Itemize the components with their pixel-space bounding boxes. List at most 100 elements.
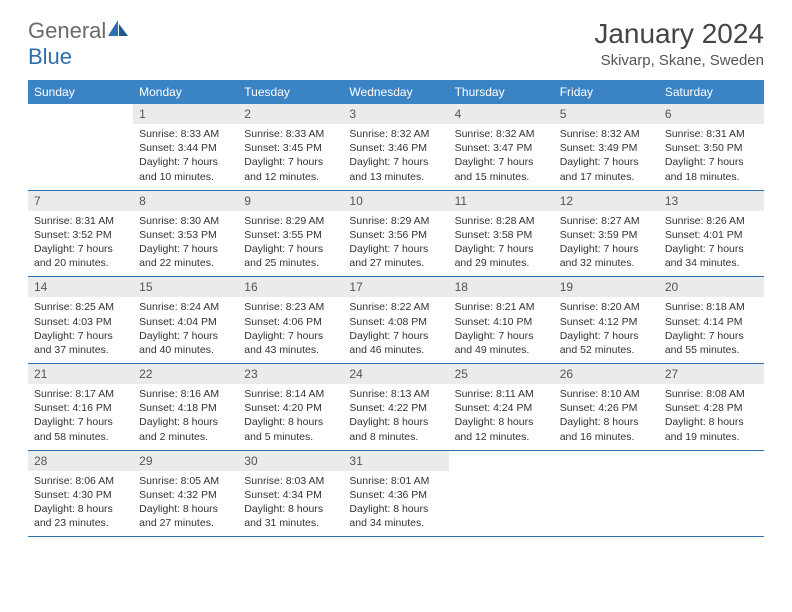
day-number: 21 [28,364,133,384]
calendar-cell: 16Sunrise: 8:23 AMSunset: 4:06 PMDayligh… [238,277,343,364]
empty-daynum [554,451,659,471]
calendar-cell: 23Sunrise: 8:14 AMSunset: 4:20 PMDayligh… [238,364,343,451]
weekday-header: Friday [554,80,659,104]
day-details: Sunrise: 8:10 AMSunset: 4:26 PMDaylight:… [554,384,659,450]
day-number: 9 [238,191,343,211]
calendar-cell: 15Sunrise: 8:24 AMSunset: 4:04 PMDayligh… [133,277,238,364]
calendar-header-row: SundayMondayTuesdayWednesdayThursdayFrid… [28,80,764,104]
brand-logo: GeneralBlue [28,18,130,70]
day-details: Sunrise: 8:01 AMSunset: 4:36 PMDaylight:… [343,471,448,537]
weekday-header: Wednesday [343,80,448,104]
calendar-cell: 17Sunrise: 8:22 AMSunset: 4:08 PMDayligh… [343,277,448,364]
day-number: 29 [133,451,238,471]
calendar-cell: 28Sunrise: 8:06 AMSunset: 4:30 PMDayligh… [28,451,133,538]
calendar-cell-empty [28,104,133,191]
calendar-cell: 1Sunrise: 8:33 AMSunset: 3:44 PMDaylight… [133,104,238,191]
calendar-cell: 22Sunrise: 8:16 AMSunset: 4:18 PMDayligh… [133,364,238,451]
calendar-cell: 8Sunrise: 8:30 AMSunset: 3:53 PMDaylight… [133,191,238,278]
calendar-cell: 25Sunrise: 8:11 AMSunset: 4:24 PMDayligh… [449,364,554,451]
page-title: January 2024 [594,18,764,50]
calendar-cell: 31Sunrise: 8:01 AMSunset: 4:36 PMDayligh… [343,451,448,538]
day-details: Sunrise: 8:26 AMSunset: 4:01 PMDaylight:… [659,211,764,277]
calendar-cell-empty [554,451,659,538]
calendar-cell: 3Sunrise: 8:32 AMSunset: 3:46 PMDaylight… [343,104,448,191]
day-number: 3 [343,104,448,124]
day-details: Sunrise: 8:05 AMSunset: 4:32 PMDaylight:… [133,471,238,537]
calendar-cell: 11Sunrise: 8:28 AMSunset: 3:58 PMDayligh… [449,191,554,278]
day-details: Sunrise: 8:11 AMSunset: 4:24 PMDaylight:… [449,384,554,450]
calendar-cell-empty [659,451,764,538]
day-number: 25 [449,364,554,384]
day-details: Sunrise: 8:29 AMSunset: 3:56 PMDaylight:… [343,211,448,277]
day-details: Sunrise: 8:08 AMSunset: 4:28 PMDaylight:… [659,384,764,450]
day-number: 1 [133,104,238,124]
day-number: 10 [343,191,448,211]
day-number: 15 [133,277,238,297]
weekday-header: Tuesday [238,80,343,104]
calendar-cell: 26Sunrise: 8:10 AMSunset: 4:26 PMDayligh… [554,364,659,451]
day-number: 27 [659,364,764,384]
day-number: 30 [238,451,343,471]
calendar-cell: 19Sunrise: 8:20 AMSunset: 4:12 PMDayligh… [554,277,659,364]
day-number: 13 [659,191,764,211]
weekday-header: Sunday [28,80,133,104]
calendar-body: 1Sunrise: 8:33 AMSunset: 3:44 PMDaylight… [28,104,764,537]
calendar-cell: 27Sunrise: 8:08 AMSunset: 4:28 PMDayligh… [659,364,764,451]
day-details: Sunrise: 8:25 AMSunset: 4:03 PMDaylight:… [28,297,133,363]
calendar-cell: 12Sunrise: 8:27 AMSunset: 3:59 PMDayligh… [554,191,659,278]
day-number: 22 [133,364,238,384]
weekday-header: Saturday [659,80,764,104]
empty-daynum [659,451,764,471]
day-details: Sunrise: 8:28 AMSunset: 3:58 PMDaylight:… [449,211,554,277]
day-number: 12 [554,191,659,211]
sail-icon [106,18,130,43]
day-number: 5 [554,104,659,124]
day-number: 28 [28,451,133,471]
day-number: 2 [238,104,343,124]
calendar-cell: 24Sunrise: 8:13 AMSunset: 4:22 PMDayligh… [343,364,448,451]
calendar-cell: 29Sunrise: 8:05 AMSunset: 4:32 PMDayligh… [133,451,238,538]
brand-part2: Blue [28,44,72,69]
day-number: 20 [659,277,764,297]
calendar-cell-empty [449,451,554,538]
day-details: Sunrise: 8:29 AMSunset: 3:55 PMDaylight:… [238,211,343,277]
day-details: Sunrise: 8:06 AMSunset: 4:30 PMDaylight:… [28,471,133,537]
day-details: Sunrise: 8:33 AMSunset: 3:44 PMDaylight:… [133,124,238,190]
day-details: Sunrise: 8:30 AMSunset: 3:53 PMDaylight:… [133,211,238,277]
title-block: January 2024 Skivarp, Skane, Sweden [594,18,764,69]
day-number: 16 [238,277,343,297]
header: GeneralBlue January 2024 Skivarp, Skane,… [28,18,764,70]
calendar-cell: 10Sunrise: 8:29 AMSunset: 3:56 PMDayligh… [343,191,448,278]
day-number: 24 [343,364,448,384]
day-number: 6 [659,104,764,124]
weekday-header: Thursday [449,80,554,104]
empty-daynum [449,451,554,471]
day-number: 31 [343,451,448,471]
calendar-cell: 21Sunrise: 8:17 AMSunset: 4:16 PMDayligh… [28,364,133,451]
day-details: Sunrise: 8:33 AMSunset: 3:45 PMDaylight:… [238,124,343,190]
day-details: Sunrise: 8:31 AMSunset: 3:50 PMDaylight:… [659,124,764,190]
day-number: 19 [554,277,659,297]
day-details: Sunrise: 8:18 AMSunset: 4:14 PMDaylight:… [659,297,764,363]
day-details: Sunrise: 8:22 AMSunset: 4:08 PMDaylight:… [343,297,448,363]
calendar-cell: 5Sunrise: 8:32 AMSunset: 3:49 PMDaylight… [554,104,659,191]
weekday-header: Monday [133,80,238,104]
calendar: SundayMondayTuesdayWednesdayThursdayFrid… [28,80,764,537]
day-details: Sunrise: 8:21 AMSunset: 4:10 PMDaylight:… [449,297,554,363]
day-details: Sunrise: 8:31 AMSunset: 3:52 PMDaylight:… [28,211,133,277]
day-number: 23 [238,364,343,384]
day-number: 18 [449,277,554,297]
day-details: Sunrise: 8:32 AMSunset: 3:49 PMDaylight:… [554,124,659,190]
day-details: Sunrise: 8:03 AMSunset: 4:34 PMDaylight:… [238,471,343,537]
day-number: 26 [554,364,659,384]
brand-part1: General [28,18,106,43]
page-subtitle: Skivarp, Skane, Sweden [594,52,764,69]
day-details: Sunrise: 8:16 AMSunset: 4:18 PMDaylight:… [133,384,238,450]
day-number: 7 [28,191,133,211]
calendar-cell: 6Sunrise: 8:31 AMSunset: 3:50 PMDaylight… [659,104,764,191]
calendar-cell: 14Sunrise: 8:25 AMSunset: 4:03 PMDayligh… [28,277,133,364]
day-details: Sunrise: 8:24 AMSunset: 4:04 PMDaylight:… [133,297,238,363]
calendar-cell: 20Sunrise: 8:18 AMSunset: 4:14 PMDayligh… [659,277,764,364]
calendar-cell: 2Sunrise: 8:33 AMSunset: 3:45 PMDaylight… [238,104,343,191]
calendar-cell: 4Sunrise: 8:32 AMSunset: 3:47 PMDaylight… [449,104,554,191]
